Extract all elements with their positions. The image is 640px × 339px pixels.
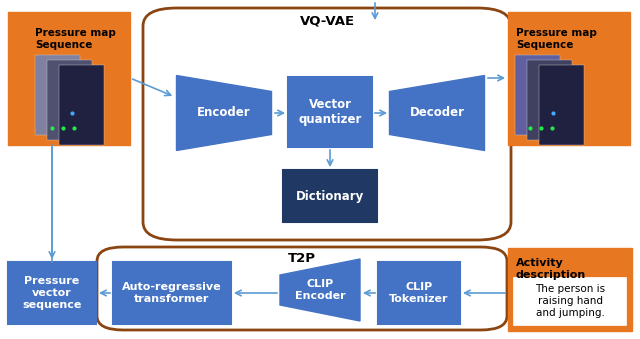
FancyBboxPatch shape — [527, 60, 572, 140]
FancyBboxPatch shape — [35, 55, 80, 135]
FancyBboxPatch shape — [539, 65, 584, 145]
FancyBboxPatch shape — [378, 262, 460, 324]
Text: Dictionary: Dictionary — [296, 190, 364, 202]
FancyBboxPatch shape — [515, 55, 560, 135]
Text: Activity
description: Activity description — [516, 258, 586, 280]
FancyBboxPatch shape — [508, 248, 632, 331]
FancyBboxPatch shape — [283, 170, 377, 222]
Text: Pressure map
Sequence: Pressure map Sequence — [516, 28, 597, 49]
Text: VQ-VAE: VQ-VAE — [300, 15, 355, 27]
FancyBboxPatch shape — [288, 77, 372, 147]
Text: Decoder: Decoder — [410, 106, 465, 120]
FancyBboxPatch shape — [97, 247, 507, 330]
Polygon shape — [280, 259, 360, 321]
Text: Auto-regressive
transformer: Auto-regressive transformer — [122, 282, 222, 304]
FancyBboxPatch shape — [47, 60, 92, 140]
Text: Pressure map
Sequence: Pressure map Sequence — [35, 28, 116, 49]
FancyBboxPatch shape — [508, 12, 630, 145]
Text: CLIP
Encoder: CLIP Encoder — [294, 279, 346, 301]
Text: The person is
raising hand
and jumping.: The person is raising hand and jumping. — [535, 284, 605, 318]
FancyBboxPatch shape — [8, 12, 130, 145]
FancyBboxPatch shape — [143, 8, 511, 240]
FancyBboxPatch shape — [113, 262, 231, 324]
Polygon shape — [177, 76, 271, 151]
Text: T2P: T2P — [288, 252, 316, 264]
Text: Encoder: Encoder — [197, 106, 251, 120]
Polygon shape — [390, 76, 484, 151]
Text: Vector
quantizer: Vector quantizer — [298, 98, 362, 126]
Text: Pressure
vector
sequence: Pressure vector sequence — [22, 276, 82, 310]
Text: CLIP
Tokenizer: CLIP Tokenizer — [389, 282, 449, 304]
FancyBboxPatch shape — [59, 65, 104, 145]
FancyBboxPatch shape — [513, 277, 626, 325]
FancyBboxPatch shape — [8, 262, 96, 324]
